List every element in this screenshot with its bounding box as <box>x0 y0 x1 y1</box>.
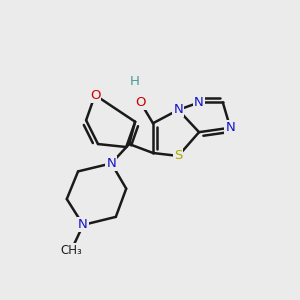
Text: O: O <box>135 96 146 109</box>
Text: N: N <box>194 96 204 109</box>
Text: S: S <box>174 149 182 162</box>
Text: H: H <box>130 75 140 88</box>
Text: N: N <box>173 103 183 116</box>
Text: N: N <box>225 121 235 134</box>
Text: N: N <box>106 157 116 170</box>
Text: O: O <box>90 88 100 101</box>
Text: CH₃: CH₃ <box>60 244 82 257</box>
Text: N: N <box>78 218 88 231</box>
